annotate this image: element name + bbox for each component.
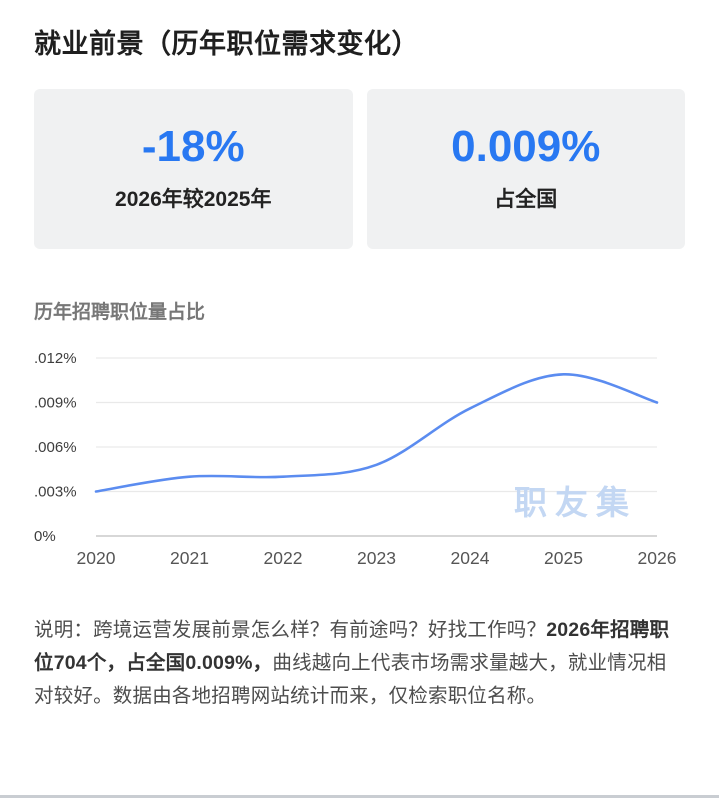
- stat-value-national-share: 0.009%: [451, 122, 601, 171]
- stats-row: -18% 2026年较2025年 0.009% 占全国: [34, 89, 685, 249]
- svg-text:2023: 2023: [357, 548, 396, 568]
- svg-text:2022: 2022: [264, 548, 303, 568]
- stat-card-national-share: 0.009% 占全国: [366, 89, 685, 249]
- svg-text:2026: 2026: [638, 548, 677, 568]
- employment-outlook-section: 就业前景（历年职位需求变化） -18% 2026年较2025年 0.009% 占…: [34, 29, 685, 712]
- svg-text:0%: 0%: [34, 528, 56, 545]
- svg-text:2024: 2024: [451, 548, 490, 568]
- section-divider: [0, 795, 719, 798]
- trend-line-chart: .012% .009% .006% .003% 0% 2020 2021 2022 2023 20…: [34, 350, 685, 580]
- svg-text:.009%: .009%: [34, 395, 77, 412]
- chart-section-title: 历年招聘职位量占比: [34, 302, 206, 323]
- svg-text:2020: 2020: [77, 548, 116, 568]
- description-lead: 说明：跨境运营发展前景怎么样？有前途吗？好找工作吗？: [34, 619, 547, 641]
- description-rest: 曲线越向上代表市场需求量越大，就业情况相对较好。数据由各地招聘网站统计而来，仅检…: [34, 651, 667, 707]
- stat-value-yoy-change: -18%: [141, 122, 245, 171]
- svg-text:2021: 2021: [170, 548, 209, 568]
- description-highlight: 2026年招聘职位704个，占全国0.009%，: [34, 619, 670, 674]
- svg-text:.006%: .006%: [34, 439, 77, 456]
- chart-canvas: .012% .009% .006% .003% 0% 2020 2021 2022 2023 20…: [34, 350, 677, 568]
- page-title: 就业前景（历年职位需求变化）: [34, 29, 419, 59]
- description-text: 说明：跨境运营发展前景怎么样？有前途吗？好找工作吗？2026年招聘职位704个，…: [34, 614, 685, 712]
- svg-text:.003%: .003%: [34, 484, 77, 501]
- svg-text:2025: 2025: [544, 548, 583, 568]
- svg-text:.012%: .012%: [34, 350, 77, 367]
- stat-label-national-share: 占全国: [494, 188, 558, 211]
- stat-card-yoy-change: -18% 2026年较2025年: [34, 89, 353, 249]
- stat-label-yoy-change: 2026年较2025年: [115, 188, 272, 211]
